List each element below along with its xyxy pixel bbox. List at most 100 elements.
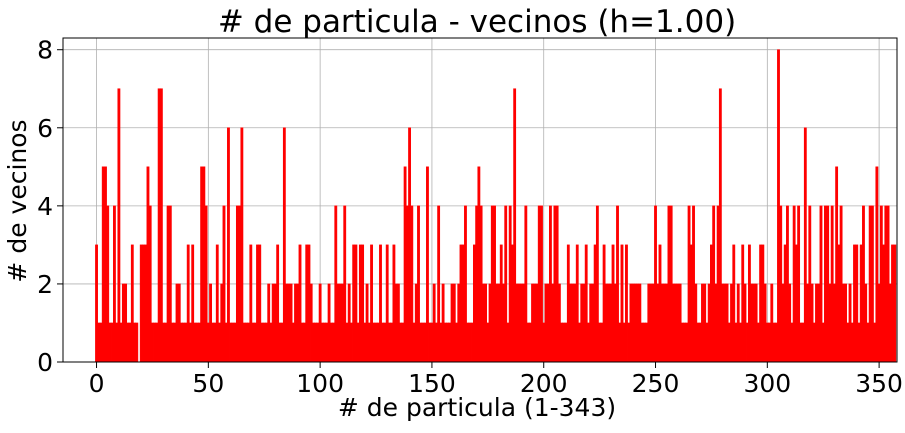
plot-frame [62,37,898,363]
bar [262,322,266,363]
bar [477,166,481,363]
bar [694,283,698,363]
x-tick-label: 100 [296,369,344,398]
y-axis-label: # de vecinos [3,119,32,282]
bar [276,244,280,363]
bar [569,283,572,363]
bar [683,322,687,363]
bar [741,244,745,363]
bar [200,166,204,363]
bar [385,244,389,363]
bar [363,322,367,363]
bar [875,166,879,363]
bar [202,166,206,363]
bar [379,244,382,363]
bar [101,166,105,363]
bar [826,205,830,363]
bar [701,283,704,363]
bar [323,322,327,363]
bar [426,166,429,363]
bar [631,283,635,363]
bar [721,283,725,363]
x-tick-label: 250 [632,369,680,398]
bar [157,88,161,363]
bar [224,322,228,363]
y-tick-label: 2 [37,270,53,299]
bar [189,322,192,363]
bar [797,205,801,363]
bar [173,322,177,363]
bar [511,244,514,363]
bar [113,205,116,363]
bar [765,322,769,363]
bar [781,283,785,363]
x-axis-label: # de particula (1-343) [338,393,616,422]
bar [584,244,588,363]
bar [546,283,550,363]
bar [374,322,378,363]
bar [193,322,197,363]
bar [846,322,850,363]
bar [370,244,373,363]
bar [466,322,470,363]
bar [725,283,729,363]
bar [609,283,613,363]
bar [754,283,758,363]
bar [783,244,787,363]
bar [502,283,505,363]
bar [712,205,716,363]
bar [428,322,432,363]
bar [358,244,362,363]
bar [519,283,523,363]
bar [636,283,640,363]
bar [177,283,181,363]
bar [343,205,347,363]
bar [97,322,101,363]
bar [457,283,461,363]
bar [582,283,586,363]
bar [857,322,861,363]
bar [256,244,259,363]
bar [497,283,501,363]
bar [249,244,253,363]
bar [504,205,508,363]
bar [215,244,219,363]
bar [238,205,242,363]
bar [191,244,195,363]
bar [327,283,331,363]
bar [394,283,398,363]
bar [850,322,854,363]
bar [309,283,313,363]
bar [278,322,282,363]
bar [734,322,738,363]
bar [891,244,894,363]
bar [490,205,494,363]
bar [470,322,474,363]
bar [412,322,416,363]
x-tick-label: 350 [855,369,903,398]
bar [705,322,709,363]
bar [206,322,210,363]
bar [124,283,128,363]
bar [768,322,771,363]
bar [135,322,139,363]
bar [484,283,488,363]
bar [654,205,657,363]
bar [171,322,174,363]
bar [602,244,606,363]
bar [739,322,742,363]
bar [566,244,570,363]
bar [671,283,675,363]
bar [372,322,376,363]
bar [678,283,682,363]
y-tick-label: 4 [37,192,53,221]
bar [126,322,130,363]
bar [647,283,651,363]
bar [182,322,186,363]
bar [790,322,794,363]
bar [235,205,239,363]
bar [220,283,224,363]
bar [848,283,852,363]
bar [580,283,584,363]
bar [289,283,293,363]
